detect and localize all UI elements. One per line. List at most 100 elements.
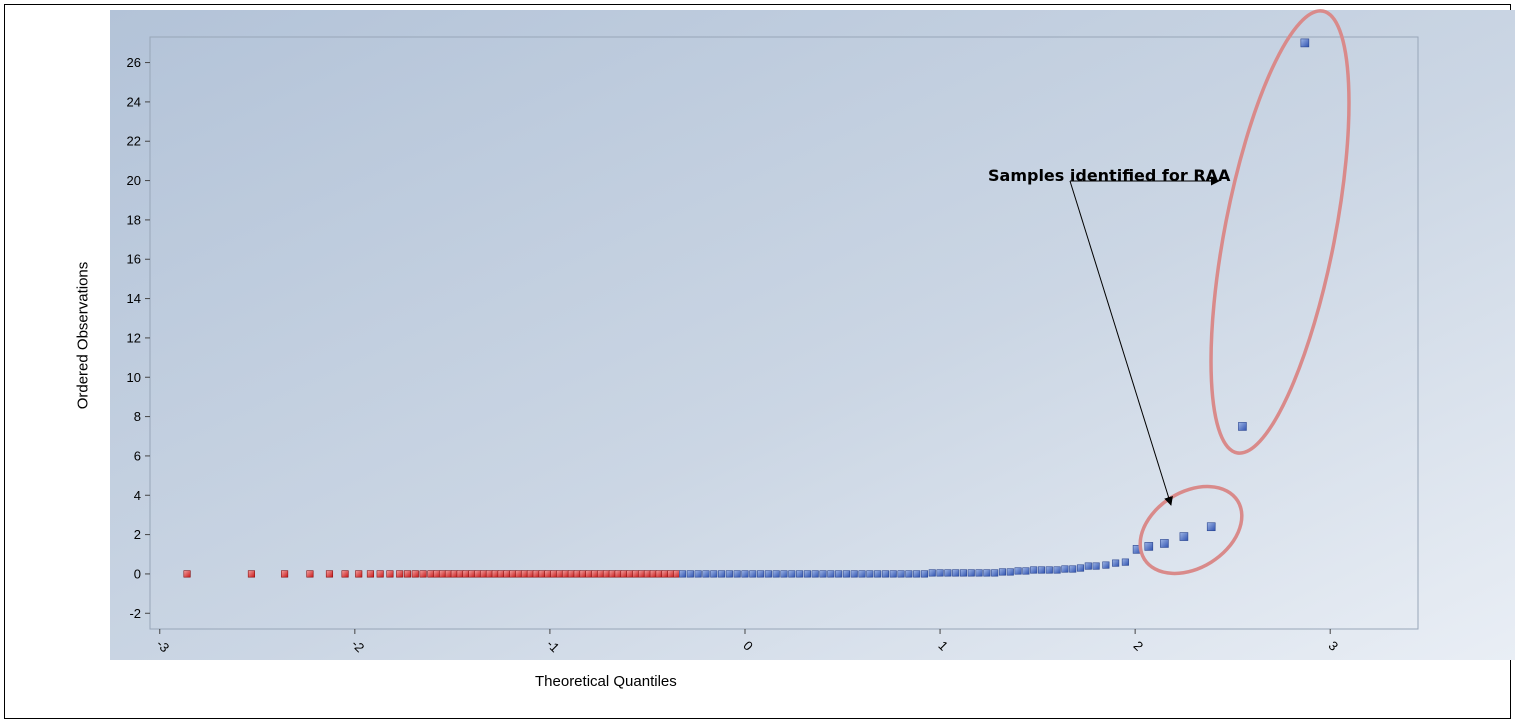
- data-point-blue: [1084, 562, 1092, 570]
- data-point-blue: [749, 570, 757, 578]
- data-point-blue: [1014, 567, 1022, 575]
- data-point-red: [655, 570, 663, 578]
- data-points: [183, 38, 1310, 578]
- y-tick-label: 0: [134, 566, 141, 581]
- y-axis-label-wrap: Ordered Observations: [68, 190, 98, 480]
- data-point-red: [526, 570, 534, 578]
- data-point-blue: [991, 569, 999, 577]
- data-point-red: [532, 570, 540, 578]
- data-point-blue: [780, 570, 788, 578]
- data-point-blue: [741, 570, 749, 578]
- data-point-red: [480, 570, 488, 578]
- data-point-blue: [702, 570, 710, 578]
- data-point-red: [667, 570, 675, 578]
- data-point-red: [597, 570, 605, 578]
- data-point-blue: [764, 570, 772, 578]
- data-point-red: [661, 570, 669, 578]
- data-point-blue: [920, 570, 929, 578]
- data-point-red: [602, 570, 611, 578]
- data-point-blue: [998, 568, 1007, 576]
- data-point-red: [579, 570, 587, 578]
- data-point-red: [474, 570, 482, 578]
- data-point-red: [439, 570, 447, 578]
- data-point-blue: [1112, 559, 1120, 567]
- data-point-blue: [913, 570, 921, 578]
- data-point-blue: [905, 570, 913, 578]
- data-point-red: [419, 570, 427, 578]
- data-point-blue: [686, 570, 694, 578]
- data-point-red: [468, 570, 476, 578]
- data-point-blue: [827, 570, 835, 578]
- data-point-blue: [679, 570, 687, 578]
- data-point-blue: [1053, 566, 1061, 574]
- data-point-red: [403, 570, 412, 578]
- data-point-red: [281, 570, 289, 578]
- data-point-red: [620, 570, 628, 578]
- data-point-red: [673, 570, 681, 578]
- data-point-blue: [1061, 565, 1069, 573]
- data-point-blue: [819, 570, 827, 578]
- data-point-red: [561, 570, 570, 578]
- data-point-blue: [936, 569, 944, 577]
- y-tick-label: 4: [134, 488, 141, 503]
- data-point-blue: [967, 569, 975, 577]
- data-point-blue: [788, 570, 796, 578]
- data-point-blue: [1076, 564, 1085, 572]
- data-point-blue: [803, 570, 811, 578]
- y-tick-label: 22: [127, 134, 141, 149]
- data-point-red: [591, 570, 599, 578]
- y-tick-label: 20: [127, 173, 141, 188]
- data-point-red: [497, 570, 505, 578]
- data-point-red: [638, 570, 646, 578]
- data-point-red: [550, 570, 558, 578]
- data-point-red: [544, 570, 552, 578]
- data-point-red: [626, 570, 634, 578]
- data-point-blue: [842, 570, 850, 578]
- data-point-blue: [1045, 566, 1053, 574]
- data-point-red: [396, 570, 404, 578]
- data-point-red: [608, 570, 616, 578]
- data-point-blue: [1102, 561, 1110, 569]
- data-point-blue: [952, 569, 960, 577]
- data-point-blue: [1206, 522, 1216, 532]
- data-point-red: [450, 570, 458, 578]
- data-point-blue: [757, 570, 765, 578]
- data-point-red: [444, 570, 453, 578]
- data-point-blue: [796, 570, 804, 578]
- data-point-blue: [866, 570, 874, 578]
- y-tick-label: 2: [134, 527, 141, 542]
- data-point-red: [632, 570, 640, 578]
- y-tick-label: 12: [127, 330, 141, 345]
- data-point-blue: [881, 570, 889, 578]
- data-point-blue: [897, 570, 905, 578]
- x-axis-label: Theoretical Quantiles: [535, 673, 677, 690]
- data-point-blue: [850, 570, 858, 578]
- data-point-blue: [1006, 568, 1014, 576]
- y-tick-label: 26: [127, 55, 141, 70]
- data-point-red: [509, 570, 517, 578]
- data-point-blue: [718, 570, 726, 578]
- data-point-red: [643, 570, 651, 578]
- y-tick-label: 10: [127, 370, 141, 385]
- y-axis-label: Ordered Observations: [74, 261, 92, 409]
- data-point-red: [386, 570, 394, 578]
- data-point-red: [366, 570, 374, 578]
- data-point-red: [485, 570, 493, 578]
- data-point-blue: [725, 570, 733, 578]
- data-point-blue: [835, 570, 843, 578]
- data-point-blue: [874, 570, 882, 578]
- data-point-blue: [733, 570, 741, 578]
- data-point-blue: [1037, 566, 1046, 574]
- y-tick-label: 6: [134, 448, 141, 463]
- data-point-blue: [889, 570, 897, 578]
- data-point-blue: [928, 569, 936, 577]
- data-point-red: [247, 570, 255, 578]
- data-point-blue: [710, 570, 718, 578]
- data-point-red: [433, 570, 441, 578]
- data-point-red: [306, 570, 314, 578]
- data-point-red: [411, 570, 419, 578]
- data-point-blue: [811, 570, 819, 578]
- data-point-blue: [1069, 565, 1077, 573]
